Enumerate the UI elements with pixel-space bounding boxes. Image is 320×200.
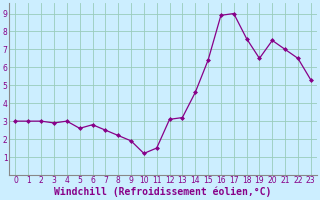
X-axis label: Windchill (Refroidissement éolien,°C): Windchill (Refroidissement éolien,°C) xyxy=(54,187,272,197)
